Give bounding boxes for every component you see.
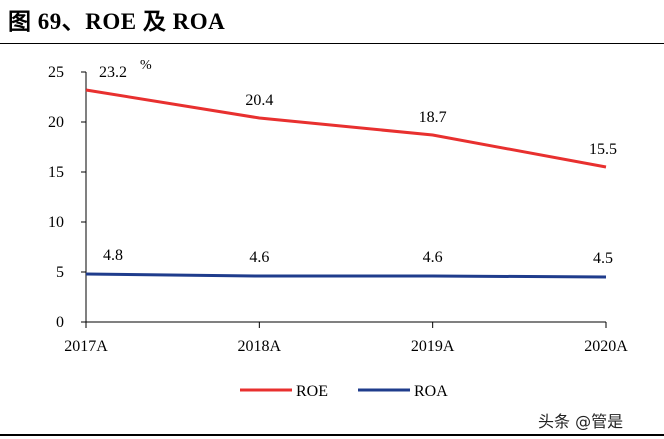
y-tick-label: 25 (48, 64, 64, 81)
legend: ROE ROA (240, 383, 448, 400)
y-tick-label: 10 (48, 214, 64, 231)
x-tick-label: 2019A (411, 338, 455, 355)
roe-data-label: 15.5 (589, 141, 617, 158)
roa-line (85, 272, 607, 279)
x-tick-label: 2017A (64, 338, 108, 355)
y-unit-label: % (140, 58, 152, 73)
roa-data-label: 4.8 (103, 247, 123, 264)
roa-data-label: 4.5 (593, 250, 613, 267)
x-tick-label: 2020A (584, 338, 628, 355)
y-axis-ticks: 0 5 10 15 20 25 (48, 64, 86, 331)
x-tick-label: 2018A (238, 338, 282, 355)
roa-data-label: 4.6 (423, 249, 443, 266)
x-axis-ticks: 2017A 2018A 2019A 2020A (64, 322, 628, 355)
roe-data-label: 20.4 (245, 92, 273, 109)
roe-data-label: 23.2 (99, 64, 127, 81)
roe-data-label: 18.7 (419, 109, 447, 126)
chart-title: 图 69、ROE 及 ROA (8, 9, 226, 34)
y-tick-label: 15 (48, 164, 64, 181)
roa-data-label: 4.6 (249, 249, 269, 266)
y-tick-label: 0 (56, 314, 64, 331)
top-rule (0, 43, 664, 44)
y-tick-label: 5 (56, 264, 64, 281)
y-tick-label: 20 (48, 114, 64, 131)
legend-label-roa: ROA (414, 383, 448, 400)
series-group: 23.2 20.4 18.7 15.5 4.8 4.6 4.6 4.5 (85, 64, 617, 279)
bottom-rule (0, 434, 664, 436)
watermark-text: 头条 @管是 (538, 412, 624, 431)
legend-label-roe: ROE (296, 383, 328, 400)
roe-line (85, 88, 607, 169)
